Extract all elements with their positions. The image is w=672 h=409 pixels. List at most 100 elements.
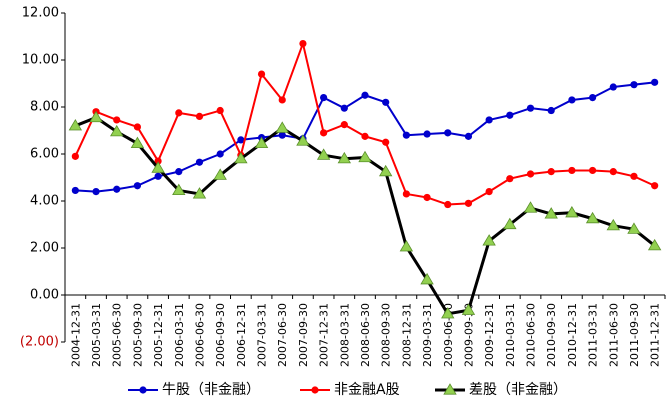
- data-point: [627, 222, 641, 234]
- x-tick-label: 2007-12-31: [318, 303, 331, 367]
- x-tick-label: 2009-03-31: [421, 303, 434, 367]
- data-point: [647, 238, 662, 251]
- data-point: [133, 123, 142, 131]
- legend-item-1: 牛股（非金融）: [128, 382, 260, 398]
- series-1: [71, 78, 659, 196]
- x-tick-label: 2005-06-30: [111, 303, 124, 367]
- data-point: [89, 110, 103, 123]
- data-point: [609, 168, 617, 176]
- data-point: [585, 211, 600, 224]
- legend-label: 非金融A股: [334, 382, 400, 398]
- x-tick-label: 2008-03-31: [338, 303, 351, 367]
- x-tick-label: 2010-06-30: [525, 303, 538, 367]
- x-tick-label: 2008-06-30: [359, 303, 372, 367]
- data-point: [523, 201, 538, 213]
- data-point: [257, 70, 266, 78]
- x-tick-label: 2008-09-30: [380, 303, 393, 367]
- data-point: [382, 138, 390, 146]
- data-point: [485, 188, 493, 196]
- data-point: [568, 96, 576, 104]
- data-point: [402, 190, 410, 198]
- data-point: [651, 182, 659, 190]
- legend-marker: [139, 386, 147, 394]
- data-point: [130, 136, 145, 149]
- data-point: [216, 106, 224, 115]
- data-point: [358, 150, 372, 163]
- x-tick-label: 2010-12-31: [566, 303, 579, 367]
- legend-marker: [311, 386, 319, 394]
- data-point: [651, 78, 659, 86]
- data-point: [506, 175, 514, 183]
- data-point: [503, 217, 517, 230]
- data-point: [151, 161, 165, 173]
- data-point: [216, 150, 224, 158]
- series-line: [74, 42, 656, 206]
- data-point: [71, 186, 79, 195]
- data-point: [506, 111, 514, 119]
- data-point: [630, 172, 638, 180]
- x-tick-label: 2009-12-31: [483, 303, 496, 367]
- x-tick-label: 2006-03-31: [173, 303, 186, 367]
- data-point: [68, 119, 83, 131]
- data-point: [337, 151, 352, 164]
- y-tick-label: 2.00: [30, 241, 59, 256]
- x-tick-label: 2011-03-31: [587, 303, 600, 367]
- data-point: [340, 104, 348, 112]
- x-tick-label: 2007-06-30: [276, 303, 289, 367]
- data-point: [526, 170, 535, 178]
- data-point: [630, 81, 638, 89]
- data-point: [361, 91, 369, 99]
- data-point: [299, 39, 307, 48]
- data-point: [361, 132, 369, 140]
- x-tick-label: 2008-12-31: [400, 303, 413, 367]
- y-tick-label: 6.00: [30, 147, 59, 162]
- data-point: [464, 132, 473, 140]
- data-point: [402, 131, 410, 139]
- data-point: [547, 106, 555, 115]
- data-point: [175, 109, 183, 117]
- legend-label: 差股（非金融）: [469, 382, 567, 398]
- series-3: [68, 110, 662, 319]
- series-2: [71, 39, 659, 209]
- data-point: [275, 121, 289, 133]
- data-point: [195, 112, 204, 120]
- data-point: [382, 98, 390, 106]
- y-tick-label: 12.00: [22, 6, 59, 21]
- data-point: [461, 303, 476, 315]
- legend-item-3: 差股（非金融）: [435, 382, 567, 398]
- data-point: [423, 193, 431, 202]
- x-tick-label: 2005-03-31: [90, 303, 103, 367]
- data-point: [316, 148, 331, 160]
- legend-label: 牛股（非金融）: [162, 382, 260, 398]
- y-tick-label: 10.00: [22, 53, 59, 68]
- data-point: [278, 131, 286, 139]
- x-tick-label: 2007-03-31: [256, 303, 269, 367]
- axes: (2.00) 0.00 2.00 4.00 6.00 8.00 10.00 12.00 2004…: [20, 6, 666, 367]
- x-tick-label: 2011-06-30: [607, 303, 620, 367]
- data-point: [192, 187, 207, 199]
- data-point: [113, 116, 121, 124]
- data-point: [568, 166, 576, 175]
- y-tick-label: 4.00: [30, 194, 59, 209]
- data-point: [606, 218, 620, 231]
- data-point: [544, 207, 558, 219]
- x-tick-label: 2009-09-30: [462, 303, 475, 367]
- data-point: [234, 151, 248, 164]
- x-tick-label: 2011-09-30: [628, 303, 641, 367]
- data-point: [526, 104, 535, 112]
- series-layer: [68, 39, 662, 319]
- data-point: [444, 129, 452, 137]
- data-point: [154, 172, 162, 180]
- data-point: [588, 94, 597, 102]
- data-point: [378, 164, 393, 177]
- data-point: [195, 158, 204, 166]
- data-point: [92, 188, 100, 196]
- data-point: [399, 240, 414, 252]
- data-point: [71, 152, 79, 160]
- x-tick-label: 2005-09-30: [131, 303, 144, 367]
- data-point: [172, 183, 186, 196]
- x-tick-label: 2009-06-30: [442, 303, 455, 367]
- x-tick-label: 2005-12-31: [152, 303, 165, 367]
- data-point: [423, 130, 431, 138]
